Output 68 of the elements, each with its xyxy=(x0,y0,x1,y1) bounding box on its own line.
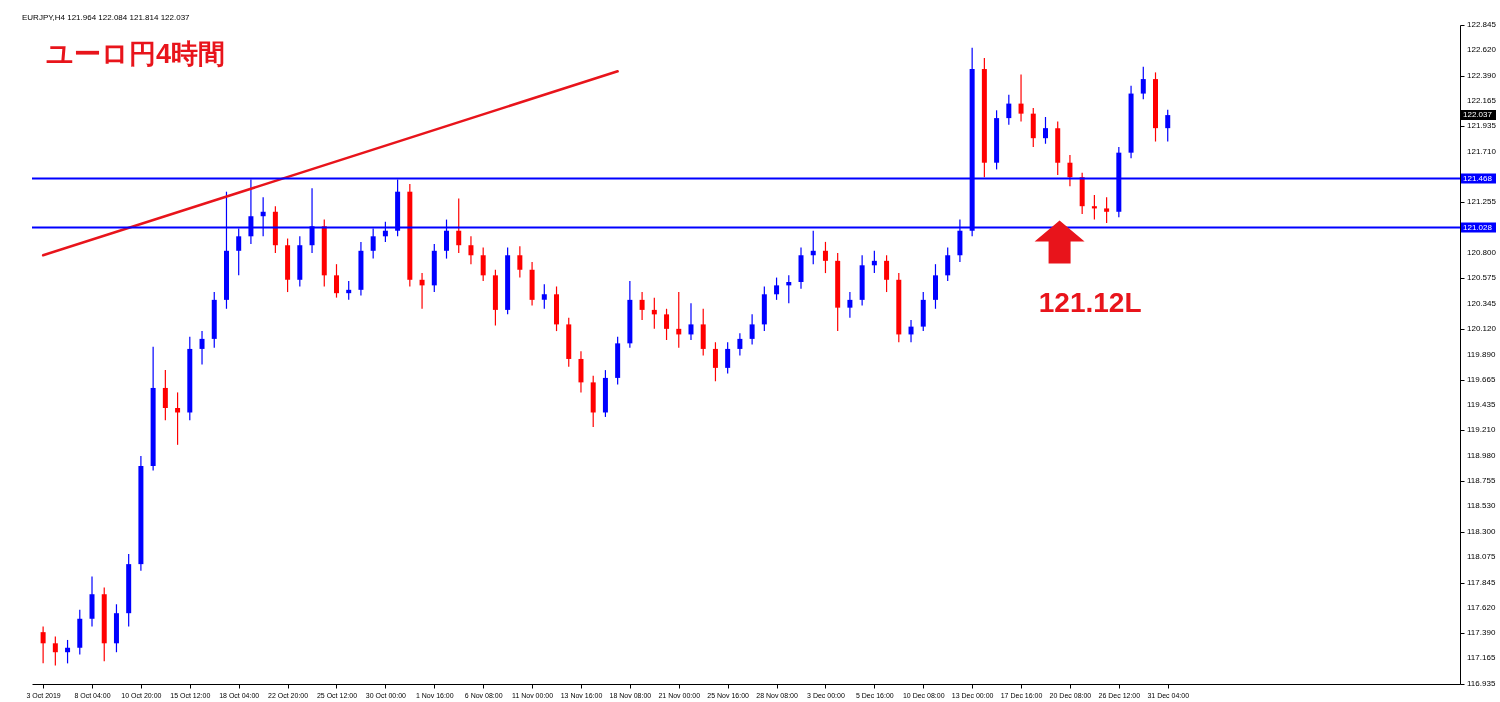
candlestick xyxy=(774,276,780,301)
y-tick-label: 120.800 xyxy=(1467,248,1497,258)
candlestick xyxy=(199,330,205,366)
candlestick xyxy=(1104,196,1110,224)
candlestick xyxy=(737,332,743,357)
candlestick xyxy=(688,302,694,341)
y-tick-label: 119.890 xyxy=(1467,349,1496,359)
y-tick-label: 118.755 xyxy=(1467,476,1496,486)
ref-line-label: 121.028 xyxy=(1463,222,1493,232)
y-tick-label: 117.845 xyxy=(1467,577,1496,587)
candlestick xyxy=(65,639,71,664)
candlestick xyxy=(456,197,462,254)
candlestick xyxy=(333,263,339,299)
y-tick-label: 121.710 xyxy=(1467,146,1497,156)
y-tick-label: 122.845 xyxy=(1467,20,1497,29)
y-tick-label: 119.665 xyxy=(1467,374,1496,384)
y-tick-label: 121.255 xyxy=(1467,197,1497,207)
candlestick xyxy=(1006,94,1012,126)
candlestick xyxy=(1140,66,1146,100)
candlestick xyxy=(639,291,645,321)
y-tick-label: 118.980 xyxy=(1467,450,1496,460)
y-tick-label: 118.300 xyxy=(1467,526,1496,536)
candlestick xyxy=(651,297,657,330)
y-tick-label: 120.120 xyxy=(1467,323,1497,333)
candlestick xyxy=(725,341,731,375)
candlestick xyxy=(664,308,670,341)
y-tick-label: 117.165 xyxy=(1467,653,1496,663)
candlestick xyxy=(175,391,181,446)
candlestick xyxy=(712,341,718,382)
candlestick xyxy=(578,350,584,394)
candlestick xyxy=(884,254,890,293)
y-tick-label: 119.210 xyxy=(1467,425,1496,435)
y-tick-label: 122.620 xyxy=(1467,45,1497,55)
y-tick-label: 122.165 xyxy=(1467,95,1497,105)
candlestick xyxy=(945,246,951,282)
text: ユーロ円4時間 xyxy=(46,39,226,69)
candlestick xyxy=(162,369,168,421)
y-tick-label: 116.935 xyxy=(1467,679,1496,688)
y-tick-label: 120.575 xyxy=(1467,273,1497,283)
candlestick xyxy=(871,250,877,274)
y-tick-label: 120.345 xyxy=(1467,298,1497,308)
candlestick xyxy=(480,246,486,282)
candlestick xyxy=(908,319,914,343)
candlestick xyxy=(810,230,816,265)
candlestick xyxy=(541,283,547,310)
text: 122.037 xyxy=(1463,110,1493,120)
candlestick xyxy=(847,291,853,319)
candlestick xyxy=(1165,109,1171,143)
ref-line-label: 121.468 xyxy=(1463,173,1493,183)
candlestick xyxy=(52,636,58,667)
candlestick xyxy=(822,241,828,274)
candlestick xyxy=(40,625,46,664)
candlestick xyxy=(749,313,755,346)
y-tick-label: 121.935 xyxy=(1467,121,1497,131)
candlestick xyxy=(1091,194,1097,221)
candlestick xyxy=(517,245,523,279)
text: EURJPY,H4 121.964 122.084 121.814 122.037 xyxy=(22,13,191,22)
candlestick xyxy=(1067,154,1073,187)
y-tick-label: 118.075 xyxy=(1467,551,1496,561)
candlestick xyxy=(1018,74,1024,123)
annotation: 121.12L xyxy=(1038,287,1142,319)
y-tick-label: 122.390 xyxy=(1467,70,1497,80)
candlestick xyxy=(1042,116,1048,145)
y-tick-label: 117.390 xyxy=(1467,628,1496,638)
candlestick xyxy=(468,235,474,265)
y-tick-label: 119.435 xyxy=(1467,400,1496,410)
y-tick-label: 117.620 xyxy=(1467,602,1496,612)
y-tick-label: 118.530 xyxy=(1467,501,1496,511)
